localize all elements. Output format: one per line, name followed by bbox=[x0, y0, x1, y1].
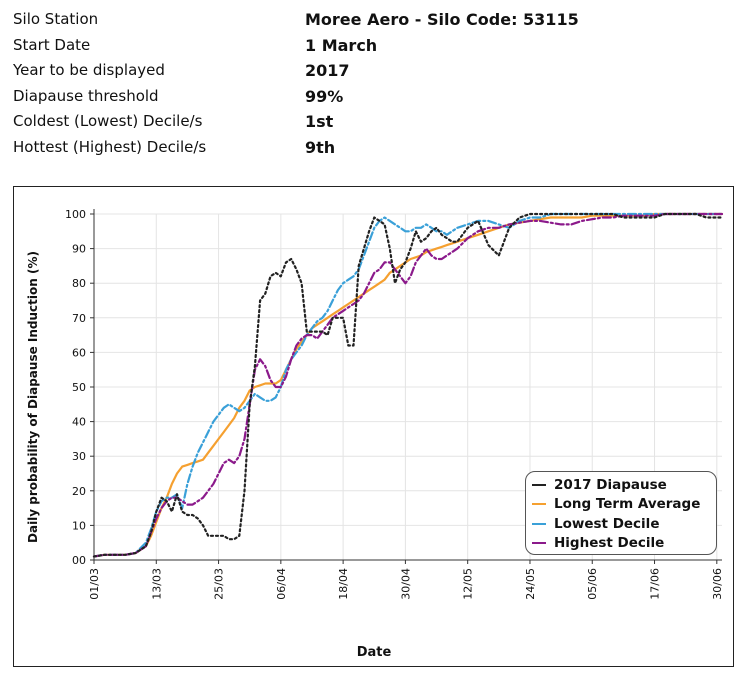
y-tick-label: 60 bbox=[72, 346, 86, 359]
x-tick-label: 30/06 bbox=[711, 568, 724, 600]
legend-swatch-highest bbox=[532, 542, 546, 545]
info-value: Moree Aero - Silo Code: 53115 bbox=[305, 10, 579, 29]
y-tick-label: 40 bbox=[72, 416, 86, 429]
x-axis-label: Date bbox=[357, 645, 392, 660]
chart-legend: 2017 Diapause Long Term Average Lowest D… bbox=[525, 471, 717, 555]
x-tick-label: 30/04 bbox=[399, 568, 412, 600]
legend-item: Long Term Average bbox=[532, 495, 716, 515]
info-row-year: Year to be displayed 2017 bbox=[13, 59, 733, 85]
y-tick-label: 90 bbox=[72, 243, 86, 256]
info-value: 1st bbox=[305, 112, 334, 132]
y-tick-label: 50 bbox=[72, 381, 86, 394]
x-tick-label: 06/04 bbox=[275, 568, 288, 600]
legend-swatch-lowest bbox=[532, 522, 546, 525]
info-row-station: Silo Station Moree Aero - Silo Code: 531… bbox=[13, 8, 733, 34]
y-tick-label: 70 bbox=[72, 312, 86, 325]
legend-item: Lowest Decile bbox=[532, 514, 716, 534]
info-value: 1 March bbox=[305, 35, 378, 55]
info-label: Hottest (Highest) Decile/s bbox=[13, 137, 207, 156]
y-tick-label: 00 bbox=[72, 554, 86, 567]
y-axis-label: Daily probability of Diapause Induction … bbox=[26, 251, 40, 543]
legend-label: Highest Decile bbox=[554, 535, 665, 552]
info-label: Diapause threshold bbox=[13, 86, 159, 105]
x-tick-label: 18/04 bbox=[337, 568, 350, 600]
legend-item: 2017 Diapause bbox=[532, 475, 716, 495]
series-line-0 bbox=[92, 212, 724, 558]
y-tick-label: 100 bbox=[65, 208, 86, 221]
info-label: Start Date bbox=[13, 35, 91, 54]
info-row-hottest-decile: Hottest (Highest) Decile/s 9th bbox=[13, 136, 733, 162]
legend-label: Long Term Average bbox=[554, 496, 701, 513]
series-lines bbox=[92, 212, 724, 558]
info-value: 99% bbox=[305, 86, 344, 106]
x-tick-label: 25/03 bbox=[213, 568, 226, 600]
y-tick-label: 20 bbox=[72, 485, 86, 498]
legend-label: Lowest Decile bbox=[554, 515, 660, 532]
info-label: Year to be displayed bbox=[13, 61, 165, 80]
axes: 00 10 20 30 40 50 60 70 80 90 100 01/03 13/03 25/03 06… bbox=[65, 208, 724, 600]
info-row-start-date: Start Date 1 March bbox=[13, 34, 733, 60]
line-chart: 00 10 20 30 40 50 60 70 80 90 100 01/03 13/03 25/03 06… bbox=[26, 208, 724, 660]
x-tick-label: 05/06 bbox=[586, 568, 599, 600]
info-row-coldest-decile: Coldest (Lowest) Decile/s 1st bbox=[13, 110, 733, 136]
legend-item: Highest Decile bbox=[532, 534, 716, 554]
y-tick-label: 80 bbox=[72, 277, 86, 290]
x-tick-label: 17/06 bbox=[649, 568, 662, 600]
info-row-threshold: Diapause threshold 99% bbox=[13, 85, 733, 111]
y-tick-label: 30 bbox=[72, 450, 86, 463]
x-tick-label: 13/03 bbox=[150, 568, 163, 600]
station-info: Silo Station Moree Aero - Silo Code: 531… bbox=[13, 8, 733, 162]
info-label: Coldest (Lowest) Decile/s bbox=[13, 112, 203, 131]
x-tick-label: 12/05 bbox=[462, 568, 475, 600]
legend-label: 2017 Diapause bbox=[554, 476, 667, 493]
info-label: Silo Station bbox=[13, 10, 99, 28]
info-value: 2017 bbox=[305, 61, 350, 81]
y-tick-label: 10 bbox=[72, 519, 86, 532]
x-tick-label: 24/05 bbox=[524, 568, 537, 600]
x-tick-label: 01/03 bbox=[88, 568, 101, 600]
chart-frame: 00 10 20 30 40 50 60 70 80 90 100 01/03 13/03 25/03 06… bbox=[13, 186, 734, 667]
info-value: 9th bbox=[305, 137, 336, 157]
legend-swatch-2017 bbox=[532, 483, 546, 486]
legend-swatch-average bbox=[532, 503, 546, 506]
